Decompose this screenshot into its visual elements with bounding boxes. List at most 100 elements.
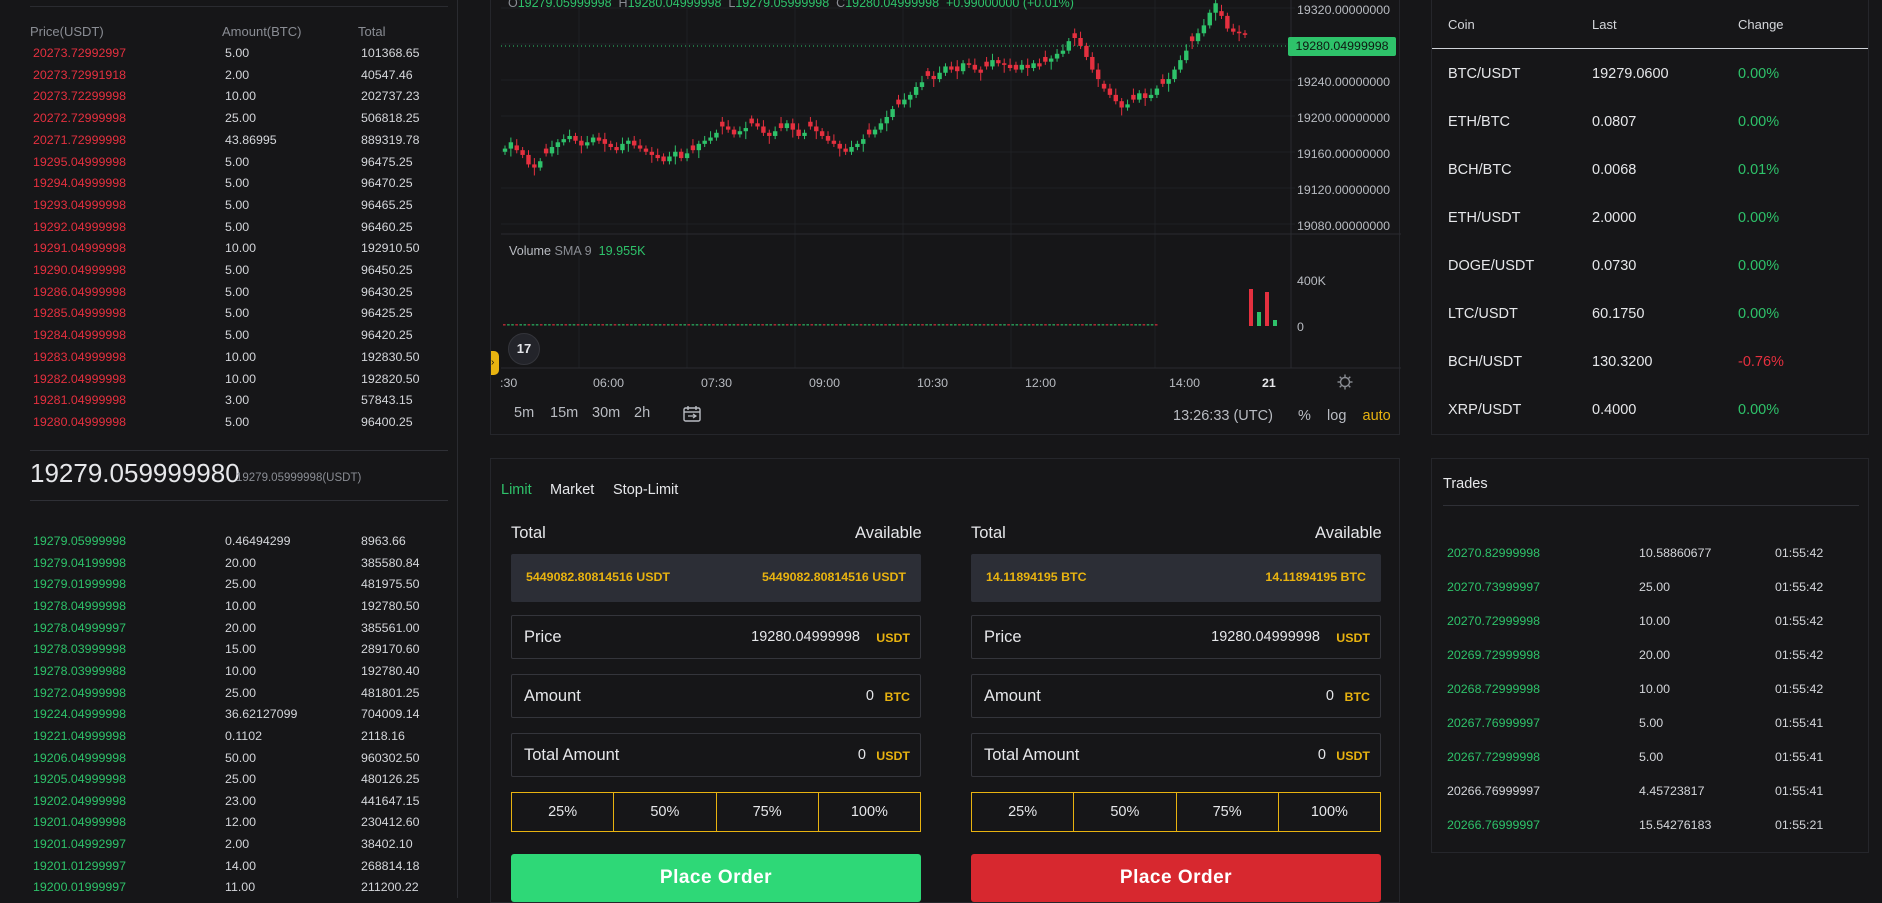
bid-amount: 20.00 xyxy=(225,620,257,635)
bid-row[interactable]: 19278.04999998 10.00 192780.50 xyxy=(33,599,453,621)
candle-body xyxy=(972,64,978,70)
buy-total-amount-field[interactable]: Total Amount 0 USDT xyxy=(511,733,921,777)
sell-percent-75-button[interactable]: 75% xyxy=(1177,793,1279,831)
buy-place-order-button[interactable]: Place Order xyxy=(511,854,921,902)
bid-row[interactable]: 19221.04999998 0.1102 2118.16 xyxy=(33,729,453,751)
ask-row[interactable]: 20271.72999998 43.86995 889319.78 xyxy=(33,133,453,155)
bid-row[interactable]: 19201.04999998 12.00 230412.60 xyxy=(33,815,453,837)
sell-percent-50-button[interactable]: 50% xyxy=(1074,793,1177,831)
bid-row[interactable]: 19279.04199998 20.00 385580.84 xyxy=(33,556,453,578)
market-row[interactable]: XRP/USDT 0.4000 0.00% xyxy=(1448,402,1868,450)
sell-amount-field[interactable]: Amount 0 BTC xyxy=(971,674,1381,718)
ask-row[interactable]: 19294.04999998 5.00 96470.25 xyxy=(33,176,453,198)
sell-price-input[interactable]: 19280.04999998 xyxy=(1211,629,1320,645)
ask-row[interactable]: 19285.04999998 5.00 96425.25 xyxy=(33,306,453,328)
ask-row[interactable]: 19284.04999998 5.00 96420.25 xyxy=(33,328,453,350)
ask-row[interactable]: 20273.72991918 2.00 40547.46 xyxy=(33,68,453,90)
bid-total: 2118.16 xyxy=(361,728,405,743)
tab-market[interactable]: Market xyxy=(550,482,595,498)
volume-bar xyxy=(839,324,842,326)
ask-row[interactable]: 19286.04999998 5.00 96430.25 xyxy=(33,285,453,307)
tab-stop-limit[interactable]: Stop-Limit xyxy=(613,482,679,498)
candle-body xyxy=(632,140,637,146)
auto-scale-button[interactable]: auto xyxy=(1362,408,1391,424)
volume-bar xyxy=(658,324,662,326)
buy-percent-100-button[interactable]: 100% xyxy=(850,804,888,820)
bid-row[interactable]: 19201.01299997 14.00 268814.18 xyxy=(33,859,453,881)
ask-row[interactable]: 19281.04999998 3.00 57843.15 xyxy=(33,393,453,415)
sell-total-amount-field[interactable]: Total Amount 0 USDT xyxy=(971,733,1381,777)
bid-row[interactable]: 19206.04999998 50.00 960302.50 xyxy=(33,751,453,773)
candlestick-chart[interactable] xyxy=(491,0,1401,435)
ohlc-low: 19279.05999998 xyxy=(735,0,830,10)
calendar-range-icon[interactable] xyxy=(682,405,702,423)
bid-row[interactable]: 19205.04999998 25.00 480126.25 xyxy=(33,772,453,794)
timeframe-5m-button[interactable]: 5m xyxy=(514,405,535,421)
bid-row[interactable]: 19272.04999998 25.00 481801.25 xyxy=(33,686,453,708)
ask-row[interactable]: 19280.04999998 5.00 96400.25 xyxy=(33,415,453,437)
bid-row[interactable]: 19201.04992997 2.00 38402.10 xyxy=(33,837,453,859)
chart-scroll-handle[interactable]: › xyxy=(491,351,499,375)
tab-limit[interactable]: Limit xyxy=(501,482,532,498)
bid-row[interactable]: 19279.05999998 0.46494299 8963.66 xyxy=(33,534,453,556)
buy-percent-25-button[interactable]: 25% xyxy=(512,793,615,831)
ask-row[interactable]: 19282.04999998 10.00 192820.50 xyxy=(33,372,453,394)
ask-row[interactable]: 19290.04999998 5.00 96450.25 xyxy=(33,263,453,285)
sell-amount-input[interactable]: 0 xyxy=(1325,688,1334,704)
ask-row[interactable]: 20272.72999998 25.00 506818.25 xyxy=(33,111,453,133)
buy-amount-field[interactable]: Amount 0 BTC xyxy=(511,674,921,718)
ask-row[interactable]: 19291.04999998 10.00 192910.50 xyxy=(33,241,453,263)
sell-percent-100-button[interactable]: 100% xyxy=(1310,804,1348,820)
sell-percent-25-button[interactable]: 25% xyxy=(972,793,1075,831)
tradingview-logo-icon[interactable]: 17 xyxy=(508,333,540,365)
price-chart[interactable] xyxy=(490,0,1401,435)
sell-amount-unit: BTC xyxy=(1344,690,1370,704)
percent-scale-button[interactable]: % xyxy=(1298,408,1311,424)
bid-row[interactable]: 19224.04999998 36.62127099 704009.14 xyxy=(33,707,453,729)
market-row[interactable]: DOGE/USDT 0.0730 0.00% xyxy=(1448,258,1868,306)
timeframe-30m-button[interactable]: 30m xyxy=(592,405,621,421)
buy-amount-input[interactable]: 0 xyxy=(865,688,874,704)
candle-body xyxy=(767,132,772,136)
ask-row[interactable]: 20273.72299998 10.00 202737.23 xyxy=(33,89,453,111)
bid-row[interactable]: 19202.04999998 23.00 441647.15 xyxy=(33,794,453,816)
bid-row[interactable]: 19278.03999998 15.00 289170.60 xyxy=(33,642,453,664)
ask-price: 19285.04999998 xyxy=(33,306,127,321)
bid-amount: 15.00 xyxy=(225,642,257,657)
market-row[interactable]: ETH/BTC 0.0807 0.00% xyxy=(1448,114,1868,162)
y-tick: 19080.00000000 xyxy=(1297,219,1391,233)
market-row[interactable]: LTC/USDT 60.1750 0.00% xyxy=(1448,306,1868,354)
buy-price-field[interactable]: Price 19280.04999998 USDT xyxy=(511,615,921,659)
volume-bar xyxy=(765,324,768,326)
volume-bar xyxy=(539,324,543,326)
market-row[interactable]: BCH/BTC 0.0068 0.01% xyxy=(1448,162,1868,210)
bid-row[interactable]: 19200.01999997 11.00 211200.22 xyxy=(33,880,453,902)
sell-percent-buttons: 25% 50% 75% 100% xyxy=(971,792,1381,832)
volume-bar xyxy=(728,324,732,326)
ask-row[interactable]: 19293.04999998 5.00 96465.25 xyxy=(33,198,453,220)
bid-row[interactable]: 19278.03999988 10.00 192780.40 xyxy=(33,664,453,686)
sell-place-order-button[interactable]: Place Order xyxy=(971,854,1381,902)
ask-row[interactable]: 19292.04999998 5.00 96460.25 xyxy=(33,220,453,242)
ask-row[interactable]: 20273.72992997 5.00 101368.65 xyxy=(33,46,453,68)
sell-total-amount-input[interactable]: 0 xyxy=(1317,747,1326,763)
buy-percent-75-button[interactable]: 75% xyxy=(717,793,819,831)
buy-price-input[interactable]: 19280.04999998 xyxy=(751,629,860,645)
bid-row[interactable]: 19279.01999998 25.00 481975.50 xyxy=(33,577,453,599)
market-row[interactable]: BTC/USDT 19279.0600 0.00% xyxy=(1448,66,1868,114)
gear-icon[interactable] xyxy=(1336,373,1354,391)
log-scale-button[interactable]: log xyxy=(1327,408,1347,424)
market-row[interactable]: ETH/USDT 2.0000 0.00% xyxy=(1448,210,1868,258)
ask-row[interactable]: 19295.04999998 5.00 96475.25 xyxy=(33,155,453,177)
buy-percent-50-button[interactable]: 50% xyxy=(614,793,717,831)
buy-total-amount-input[interactable]: 0 xyxy=(857,747,866,763)
market-pair: ETH/BTC xyxy=(1448,114,1511,130)
market-row[interactable]: BCH/USDT 130.3200 -0.76% xyxy=(1448,354,1868,402)
trade-row: 20267.76999997 5.00 01:55:41 xyxy=(1447,716,1867,750)
ask-row[interactable]: 19283.04999998 10.00 192830.50 xyxy=(33,350,453,372)
timeframe-2h-button[interactable]: 2h xyxy=(634,405,651,421)
timeframe-15m-button[interactable]: 15m xyxy=(550,405,579,421)
sell-price-field[interactable]: Price 19280.04999998 USDT xyxy=(971,615,1381,659)
bid-row[interactable]: 19278.04999997 20.00 385561.00 xyxy=(33,621,453,643)
bid-price: 19202.04999998 xyxy=(33,793,127,808)
